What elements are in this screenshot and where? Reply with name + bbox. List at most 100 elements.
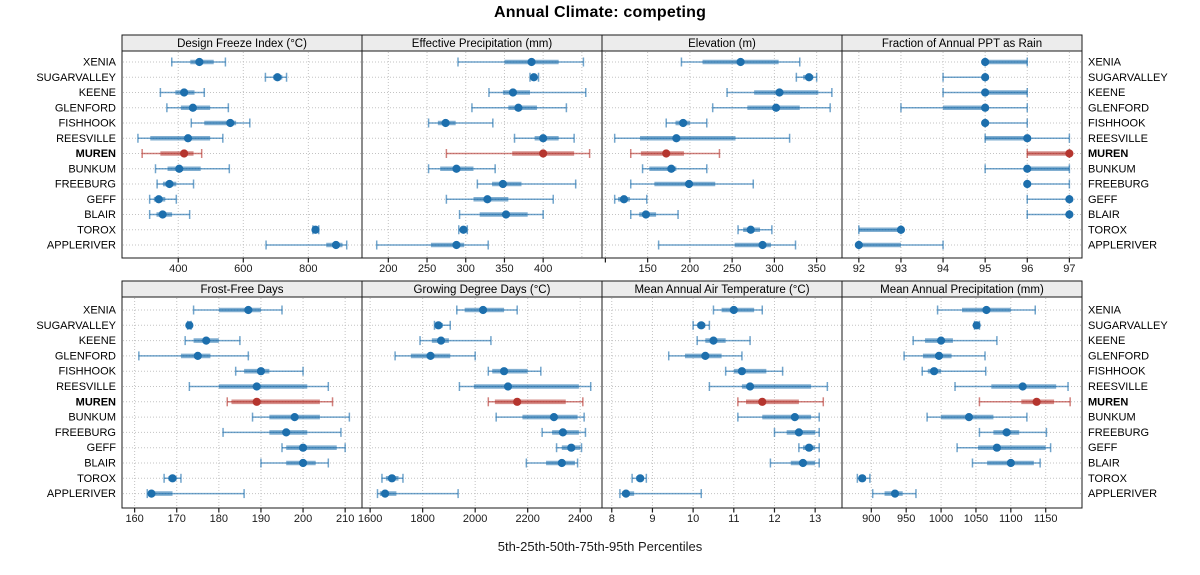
median-dot [252,382,261,391]
site-label-left: XENIA [83,305,117,317]
median-dot [298,443,308,452]
site-label-right: REESVILLE [1088,381,1148,393]
median-dot [929,367,939,376]
site-label-right: XENIA [1088,305,1122,317]
median-dot [758,240,767,250]
median-dot [981,57,990,67]
site-label-left: GLENFORD [55,102,116,114]
median-dot [514,103,523,112]
site-label-right: SUGARVALLEY [1088,72,1168,84]
site-label-right: APPLERIVER [1088,240,1157,252]
axis-tick-label: 8 [609,513,615,525]
median-dot [436,336,446,345]
median-dot [498,179,508,189]
axis-tick-label: 350 [495,263,513,275]
panel-plot-area [601,50,843,259]
site-label-right: GEFF [1088,194,1118,206]
site-label-left: TOROX [77,224,117,236]
median-dot [185,321,194,330]
site-label-left: BLAIR [84,458,116,470]
panel-strip-title: Design Freeze Index (°C) [177,38,307,50]
site-label-right: FISHHOOK [1088,366,1146,378]
median-dot [701,351,710,360]
site-label-left: APPLERIVER [47,488,116,500]
site-label-right: BLAIR [1088,458,1120,470]
site-label-right: FISHHOOK [1088,118,1146,130]
median-dot [165,179,174,189]
median-dot [684,179,694,189]
median-dot [1006,458,1015,468]
axis-tick-label: 9 [649,513,655,525]
axis-tick-label: 1150 [1034,513,1058,525]
axis-tick-label: 800 [299,263,317,275]
site-label-left: GEFF [87,194,117,206]
median-dot [982,305,991,315]
median-dot [513,397,522,406]
axis-tick-label: 1600 [358,513,382,525]
median-dot [936,336,946,345]
median-dot [896,225,906,234]
site-label-right: GLENFORD [1088,350,1149,362]
axis-tick-label: 93 [895,263,907,275]
site-label-right: TOROX [1088,224,1128,236]
median-dot [972,321,981,330]
median-dot [441,118,450,128]
median-dot [775,88,784,97]
median-dot [180,149,189,158]
median-dot [1023,164,1032,173]
median-dot [981,103,990,112]
median-dot [567,443,576,452]
median-dot [195,57,204,67]
median-dot [298,458,308,468]
median-dot [709,336,718,345]
axis-tick-label: 1800 [410,513,434,525]
median-dot [168,474,177,483]
median-dot [331,240,341,250]
axis-tick-label: 2200 [515,513,539,525]
site-label-right: XENIA [1088,57,1122,69]
median-dot [558,428,567,437]
median-dot [459,225,468,234]
median-dot [539,149,548,158]
site-label-left: XENIA [83,57,117,69]
axis-tick-label: 400 [534,263,552,275]
median-dot [193,351,202,360]
median-dot [539,134,548,143]
axis-tick-label: 1100 [999,513,1023,525]
site-label-right: MUREN [1088,148,1128,160]
panel-strip-title: Mean Annual Precipitation (mm) [880,284,1044,296]
axis-tick-label: 13 [809,513,821,525]
median-dot [981,118,990,128]
site-label-right: APPLERIVER [1088,488,1157,500]
axis-tick-label: 160 [125,513,143,525]
median-dot [508,88,518,97]
median-dot [499,367,509,376]
site-label-right: KEENE [1088,87,1125,99]
median-dot [1065,210,1074,219]
median-dot [158,210,167,219]
panel-plot-area [121,50,363,259]
site-label-left: KEENE [79,87,116,99]
site-label-left: REESVILLE [56,133,116,145]
median-dot [858,474,867,483]
median-dot [1032,397,1041,406]
panel-strip-title: Effective Precipitation (mm) [412,38,553,50]
site-label-left: REESVILLE [56,381,116,393]
axis-tick-label: 190 [252,513,270,525]
median-dot [501,210,511,219]
median-dot [636,474,645,483]
median-dot [183,134,193,143]
site-label-left: KEENE [79,335,116,347]
median-dot [188,103,197,112]
axis-tick-label: 2400 [568,513,592,525]
site-label-right: MUREN [1088,396,1128,408]
median-dot [964,413,974,422]
median-dot [934,351,944,360]
site-label-left: APPLERIVER [47,240,116,252]
site-label-left: MUREN [76,396,116,408]
site-label-right: FREEBURG [1088,179,1149,191]
axis-tick-label: 95 [979,263,991,275]
site-label-right: BLAIR [1088,209,1120,221]
